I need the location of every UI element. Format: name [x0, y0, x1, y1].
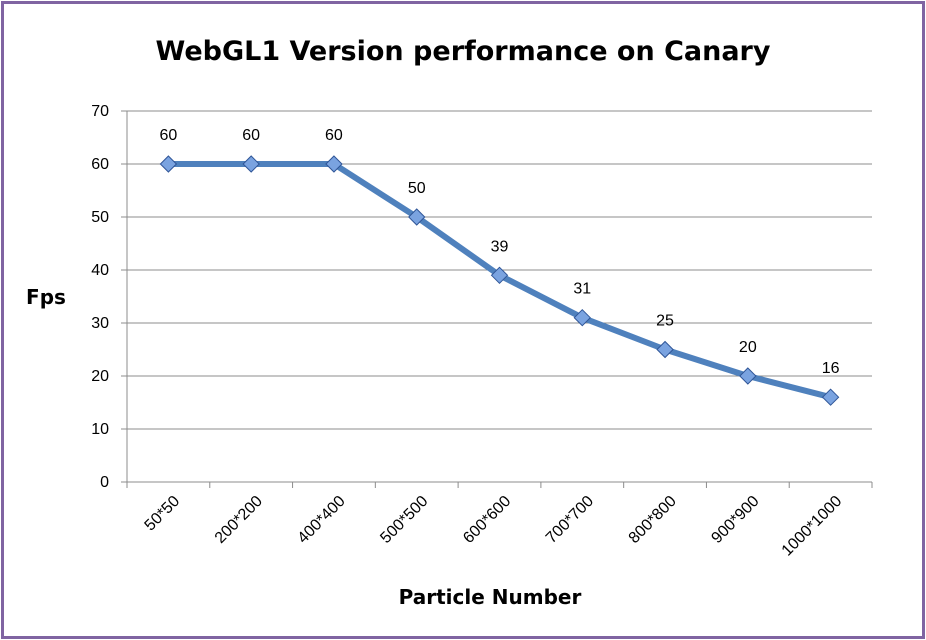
x-tick-label: 700*700: [543, 493, 597, 547]
series: [159, 155, 840, 406]
x-tick-label: 1000*1000: [779, 493, 846, 560]
data-point-marker: [573, 308, 591, 327]
data-label: 50: [408, 180, 426, 197]
x-tick-labels: 50*50 200*200 400*400 500*500 600*600 700*700…: [142, 493, 846, 560]
chart-title: WebGL1 Version performance on Canary: [156, 36, 771, 67]
y-axis-title: Fps: [26, 285, 66, 309]
x-tick-label: 600*600: [460, 493, 514, 547]
x-tick-label: 50*50: [142, 493, 184, 535]
data-point-marker: [490, 266, 509, 285]
data-label: 20: [739, 339, 757, 356]
x-tick-label: 400*400: [295, 493, 349, 547]
y-tick-label: 40: [91, 262, 109, 279]
y-tick-label: 50: [91, 209, 109, 226]
data-point-marker: [159, 155, 178, 173]
data-label: 60: [242, 127, 260, 144]
data-point-marker: [656, 340, 674, 359]
x-axis-title: Particle Number: [399, 585, 582, 609]
data-label: 60: [159, 127, 177, 144]
data-label: 31: [573, 281, 591, 298]
data-label: 25: [656, 313, 674, 330]
x-tick-label: 900*900: [708, 493, 762, 547]
data-point-marker: [325, 155, 343, 173]
y-tick-label: 10: [91, 421, 109, 438]
data-label: 39: [491, 238, 509, 255]
y-tick-label: 30: [91, 315, 109, 332]
y-tick-labels: 0 10 20 30 40 50 60 70: [91, 103, 109, 491]
y-tick-label: 70: [91, 103, 109, 120]
data-point-marker: [408, 208, 426, 226]
x-tick-label: 800*800: [626, 493, 680, 547]
y-tick-label: 0: [100, 474, 109, 491]
y-tick-label: 60: [91, 156, 109, 173]
axes: [121, 110, 873, 488]
data-label: 60: [325, 127, 343, 144]
x-tick-label: 200*200: [212, 493, 266, 547]
data-point-marker: [821, 388, 840, 406]
x-tick-label: 500*500: [377, 493, 431, 547]
data-point-marker: [242, 155, 260, 173]
y-tick-label: 20: [91, 368, 109, 385]
data-label: 16: [822, 360, 840, 377]
data-labels: 60 60 60 50 39 31 25 20 16: [159, 127, 839, 377]
data-point-marker: [739, 367, 757, 385]
